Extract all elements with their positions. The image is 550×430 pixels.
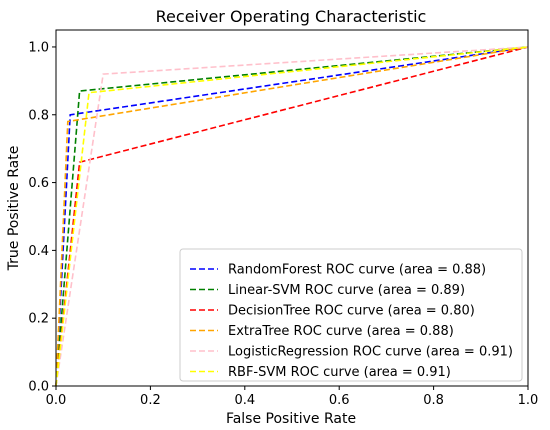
x-tick-label: 0.4 <box>234 393 255 408</box>
y-tick-label: 0.2 <box>28 312 49 327</box>
legend: RandomForest ROC curve (area = 0.88) Line… <box>179 248 523 382</box>
x-axis: 0.0 0.2 0.4 0.6 0.8 1.0 <box>46 386 539 408</box>
series-line-5 <box>55 46 529 387</box>
x-tick-label: 0.8 <box>423 393 444 408</box>
y-axis-label: True Positive Rate <box>6 146 22 272</box>
legend-label-5: RBF-SVM ROC curve (area = 0.91) <box>228 365 451 380</box>
legend-label-0: RandomForest ROC curve (area = 0.88) <box>228 263 486 278</box>
y-axis: 0.0 0.2 0.4 0.6 0.8 1.0 <box>28 40 56 395</box>
series-line-1 <box>55 46 529 387</box>
series-line-4 <box>55 46 529 387</box>
legend-label-4: LogisticRegression ROC curve (area = 0.9… <box>228 345 513 360</box>
legend-label-3: ExtraTree ROC curve (area = 0.88) <box>228 324 454 339</box>
x-tick-label: 0.2 <box>140 393 161 408</box>
series-layer <box>55 46 529 387</box>
y-tick-label: 1.0 <box>28 40 49 55</box>
legend-box <box>179 248 523 382</box>
x-axis-label: False Positive Rate <box>226 411 356 427</box>
legend-label-1: Linear-SVM ROC curve (area = 0.89) <box>228 283 465 298</box>
x-tick-label: 0.0 <box>46 393 67 408</box>
y-tick-label: 0.0 <box>28 380 49 395</box>
y-tick-label: 0.4 <box>28 244 49 259</box>
x-tick-label: 1.0 <box>518 393 539 408</box>
series-line-3 <box>55 46 529 387</box>
y-tick-label: 0.8 <box>28 108 49 123</box>
y-tick-label: 0.6 <box>28 176 49 191</box>
x-tick-label: 0.6 <box>329 393 350 408</box>
chart-title: Receiver Operating Characteristic <box>156 7 427 26</box>
legend-label-2: DecisionTree ROC curve (area = 0.80) <box>228 304 475 319</box>
plot-frame <box>55 29 529 387</box>
